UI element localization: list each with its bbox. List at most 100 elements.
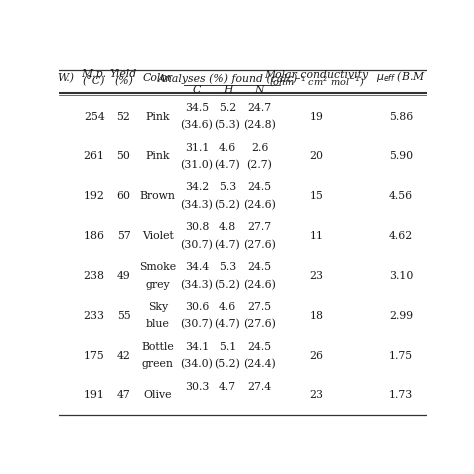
Text: (5.3): (5.3) xyxy=(215,120,240,130)
Text: 254: 254 xyxy=(84,111,105,121)
Text: 34.4: 34.4 xyxy=(185,262,209,272)
Text: Analyses (%) found (calc): Analyses (%) found (calc) xyxy=(158,73,298,84)
Text: 27.7: 27.7 xyxy=(247,222,272,232)
Text: 24.7: 24.7 xyxy=(247,103,272,113)
Text: 47: 47 xyxy=(117,391,130,401)
Text: Color: Color xyxy=(143,73,173,83)
Text: (27.6): (27.6) xyxy=(243,319,276,329)
Text: 1.73: 1.73 xyxy=(389,391,413,401)
Text: 24.5: 24.5 xyxy=(247,182,272,192)
Text: (5.2): (5.2) xyxy=(215,200,240,210)
Text: 2.99: 2.99 xyxy=(389,311,413,321)
Text: 57: 57 xyxy=(117,231,130,241)
Text: Olive: Olive xyxy=(144,391,172,401)
Text: 34.1: 34.1 xyxy=(185,342,209,352)
Text: (24.4): (24.4) xyxy=(243,359,276,369)
Text: 5.86: 5.86 xyxy=(389,111,413,121)
Text: (27.6): (27.6) xyxy=(243,240,276,250)
Text: 261: 261 xyxy=(83,151,105,162)
Text: (ohm$^{-1}$ cm$^{2}$ mol$^{-1}$): (ohm$^{-1}$ cm$^{2}$ mol$^{-1}$) xyxy=(269,74,364,89)
Text: (4.7): (4.7) xyxy=(215,240,240,250)
Text: Yield: Yield xyxy=(110,69,137,80)
Text: green: green xyxy=(142,359,173,369)
Text: 18: 18 xyxy=(310,311,323,321)
Text: 4.62: 4.62 xyxy=(389,231,413,241)
Text: (5.2): (5.2) xyxy=(215,280,240,290)
Text: W.): W.) xyxy=(57,73,74,83)
Text: 50: 50 xyxy=(117,151,130,162)
Text: (34.6): (34.6) xyxy=(181,120,213,130)
Text: (24.6): (24.6) xyxy=(243,200,276,210)
Text: 34.5: 34.5 xyxy=(185,103,209,113)
Text: 15: 15 xyxy=(310,191,323,201)
Text: 55: 55 xyxy=(117,311,130,321)
Text: M.p.: M.p. xyxy=(82,69,107,80)
Text: 52: 52 xyxy=(117,111,130,121)
Text: 27.4: 27.4 xyxy=(247,382,272,392)
Text: blue: blue xyxy=(146,319,170,329)
Text: 24.5: 24.5 xyxy=(247,342,272,352)
Text: Violet: Violet xyxy=(142,231,173,241)
Text: (30.7): (30.7) xyxy=(181,240,213,250)
Text: 11: 11 xyxy=(310,231,323,241)
Text: 24.5: 24.5 xyxy=(247,262,272,272)
Text: Smoke: Smoke xyxy=(139,262,176,272)
Text: 23: 23 xyxy=(310,271,323,281)
Text: 175: 175 xyxy=(84,351,105,361)
Text: H: H xyxy=(223,85,232,95)
Text: 26: 26 xyxy=(310,351,323,361)
Text: 5.90: 5.90 xyxy=(389,151,413,162)
Text: 4.8: 4.8 xyxy=(219,222,236,232)
Text: grey: grey xyxy=(146,280,170,290)
Text: Sky: Sky xyxy=(147,302,168,312)
Text: (4.7): (4.7) xyxy=(215,319,240,329)
Text: (4.7): (4.7) xyxy=(215,160,240,170)
Text: Brown: Brown xyxy=(140,191,176,201)
Text: 4.56: 4.56 xyxy=(389,191,413,201)
Text: (5.2): (5.2) xyxy=(215,359,240,369)
Text: 1.75: 1.75 xyxy=(389,351,413,361)
Text: Bottle: Bottle xyxy=(141,342,174,352)
Text: (%): (%) xyxy=(114,76,133,86)
Text: 30.6: 30.6 xyxy=(185,302,209,312)
Text: 186: 186 xyxy=(83,231,105,241)
Text: 238: 238 xyxy=(83,271,105,281)
Text: (34.3): (34.3) xyxy=(181,280,213,290)
Text: 30.8: 30.8 xyxy=(185,222,209,232)
Text: 5.3: 5.3 xyxy=(219,182,236,192)
Text: 192: 192 xyxy=(84,191,105,201)
Text: (30.7): (30.7) xyxy=(181,319,213,329)
Text: 4.6: 4.6 xyxy=(219,143,236,153)
Text: 30.3: 30.3 xyxy=(185,382,209,392)
Text: 5.3: 5.3 xyxy=(219,262,236,272)
Text: 2.6: 2.6 xyxy=(251,143,268,153)
Text: (24.6): (24.6) xyxy=(243,280,276,290)
Text: 4.7: 4.7 xyxy=(219,382,236,392)
Text: 42: 42 xyxy=(117,351,130,361)
Text: N: N xyxy=(255,85,264,95)
Text: 23: 23 xyxy=(310,391,323,401)
Text: (34.0): (34.0) xyxy=(181,359,213,369)
Text: 19: 19 xyxy=(310,111,323,121)
Text: 233: 233 xyxy=(83,311,105,321)
Text: (2.7): (2.7) xyxy=(246,160,273,170)
Text: 34.2: 34.2 xyxy=(185,182,209,192)
Text: C: C xyxy=(193,85,201,95)
Text: (31.0): (31.0) xyxy=(181,160,213,170)
Text: 3.10: 3.10 xyxy=(389,271,413,281)
Text: 49: 49 xyxy=(117,271,130,281)
Text: 20: 20 xyxy=(310,151,323,162)
Text: 5.1: 5.1 xyxy=(219,342,236,352)
Text: (°C): (°C) xyxy=(83,76,105,86)
Text: 31.1: 31.1 xyxy=(185,143,209,153)
Text: Pink: Pink xyxy=(146,151,170,162)
Text: 60: 60 xyxy=(117,191,130,201)
Text: 4.6: 4.6 xyxy=(219,302,236,312)
Text: 27.5: 27.5 xyxy=(247,302,272,312)
Text: Molar conductivity: Molar conductivity xyxy=(264,70,368,80)
Text: $\mu_{eff}$ (B.M: $\mu_{eff}$ (B.M xyxy=(376,69,426,84)
Text: 191: 191 xyxy=(84,391,105,401)
Text: Pink: Pink xyxy=(146,111,170,121)
Text: (34.3): (34.3) xyxy=(181,200,213,210)
Text: (24.8): (24.8) xyxy=(243,120,276,130)
